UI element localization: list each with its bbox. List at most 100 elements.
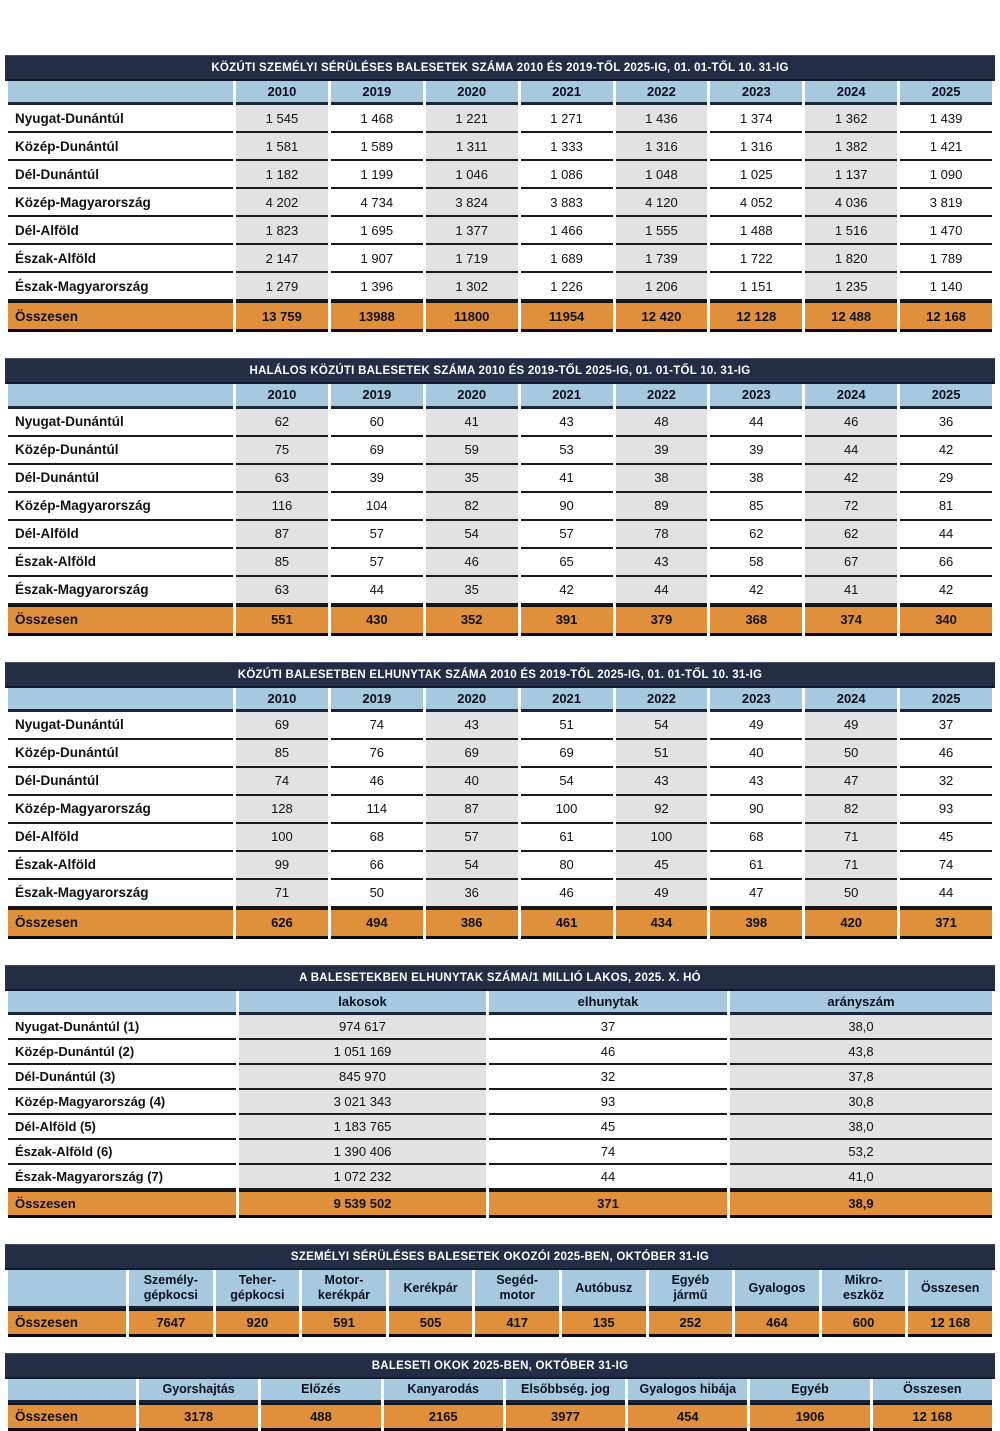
row-label: Közép-Magyarország (4)	[8, 1090, 236, 1116]
data-cell: 46	[330, 768, 423, 796]
table-injury-accidents: KÖZÚTI SZEMÉLYI SÉRÜLÉSES BALESETEK SZÁM…	[5, 55, 995, 333]
total-cell: 434	[615, 907, 708, 939]
data-cell: 1 470	[900, 217, 992, 246]
data-cell: 100	[520, 796, 613, 824]
data-cell: 78	[615, 520, 708, 549]
data-cell: 47	[805, 767, 898, 796]
column-header: Segéd- motor	[475, 1270, 559, 1309]
data-cell: 93	[900, 796, 992, 824]
column-header: Kanyarodás	[383, 1378, 503, 1403]
data-cell: 1 226	[520, 273, 613, 302]
column-header: 2025	[900, 81, 992, 106]
table-title: KÖZÚTI SZEMÉLYI SÉRÜLÉSES BALESETEK SZÁM…	[5, 55, 995, 81]
data-cell: 45	[489, 1115, 727, 1141]
data-cell: 32	[900, 768, 992, 796]
row-label: Dél-Dunántúl	[8, 161, 233, 190]
data-cell: 1 271	[520, 105, 613, 134]
data-cell: 104	[330, 493, 423, 521]
column-header: 2021	[520, 384, 613, 409]
data-cell: 1 820	[805, 245, 898, 274]
column-header: 2019	[330, 687, 423, 712]
data-cell: 40	[425, 767, 518, 796]
data-cell: 50	[805, 879, 898, 908]
data-cell: 3 021 343	[239, 1090, 486, 1116]
data-cell: 89	[615, 492, 708, 521]
column-header: 2020	[425, 81, 518, 106]
data-cell: 1 206	[615, 273, 708, 302]
row-label: Közép-Dunántúl	[8, 133, 233, 162]
data-cell: 57	[425, 823, 518, 852]
data-cell: 43,8	[730, 1040, 992, 1066]
data-cell: 1 719	[425, 245, 518, 274]
column-header: 2020	[425, 687, 518, 712]
row-label: Észak-Alföld	[8, 851, 233, 880]
data-cell: 74	[236, 767, 328, 796]
total-cell: 591	[302, 1308, 386, 1337]
data-cell: 53,2	[730, 1140, 992, 1166]
data-cell: 68	[330, 824, 423, 852]
data-cell: 1 555	[615, 217, 708, 246]
table-row: Észak-Magyarország 71 50 36 46 49 47 50 44	[8, 879, 992, 908]
data-cell: 62	[710, 521, 803, 549]
data-cell: 1 051 169	[239, 1040, 486, 1066]
total-cell: 12 128	[710, 301, 803, 333]
table-row: Közép-Magyarország 116 104 82 90 89 85 72 81	[8, 492, 992, 521]
data-cell: 3 883	[520, 189, 613, 218]
total-label: Összesen	[8, 1402, 136, 1431]
total-cell: 430	[330, 604, 423, 636]
total-cell: 12 420	[615, 301, 708, 333]
data-grid: 2010 2019 2020 2021 2022 2023 2024 2025 Nyugat-D…	[5, 384, 995, 636]
column-header: 2022	[615, 687, 708, 712]
column-header: 2019	[330, 384, 423, 409]
data-cell: 57	[330, 549, 423, 577]
data-cell: 65	[520, 549, 613, 577]
row-label: Dél-Dunántúl	[8, 767, 233, 796]
table-title: KÖZÚTI BALESETBEN ELHUNYTAK SZÁMA 2010 É…	[5, 661, 995, 688]
total-cell: 417	[475, 1308, 559, 1337]
data-cell: 1 907	[330, 245, 423, 274]
data-cell: 1 516	[805, 217, 898, 246]
column-header: Mikro- eszköz	[821, 1270, 906, 1309]
data-cell: 1 581	[236, 133, 328, 162]
data-cell: 49	[710, 712, 803, 740]
column-header: Előzés	[261, 1378, 381, 1403]
data-cell: 1 468	[330, 105, 423, 134]
column-header: Gyalogos hibája	[628, 1378, 748, 1403]
data-cell: 39	[710, 437, 803, 465]
total-cell: 12 168	[908, 1308, 992, 1337]
column-header: 2025	[900, 384, 992, 409]
total-cell: 626	[236, 907, 328, 939]
column-header: 2010	[236, 687, 328, 712]
column-header-blank	[8, 1378, 136, 1403]
data-cell: 1 439	[900, 105, 992, 134]
data-cell: 85	[236, 548, 328, 577]
data-cell: 1 695	[330, 217, 423, 246]
data-cell: 38,0	[730, 1115, 992, 1141]
data-cell: 76	[330, 740, 423, 768]
column-header: Összesen	[908, 1270, 992, 1309]
data-cell: 1 235	[805, 273, 898, 302]
total-cell: 3178	[139, 1402, 259, 1431]
row-label: Dél-Alföld (5)	[8, 1115, 236, 1141]
total-cell: 398	[710, 907, 803, 939]
table-row: Közép-Dunántúl (2) 1 051 169 46 43,8	[8, 1040, 992, 1066]
column-header: 2023	[710, 687, 803, 712]
data-cell: 44	[900, 880, 992, 908]
total-row: Összesen 551 430 352 391 379 368 374 340	[8, 604, 992, 636]
total-cell: 368	[710, 604, 803, 636]
data-cell: 1 183 765	[239, 1115, 486, 1141]
data-cell: 41,0	[730, 1165, 992, 1191]
total-cell: 9 539 502	[239, 1190, 486, 1219]
data-cell: 71	[236, 879, 328, 908]
data-cell: 46	[520, 880, 613, 908]
data-cell: 44	[615, 576, 708, 605]
data-cell: 1 302	[425, 273, 518, 302]
column-header: Teher- gépkocsi	[215, 1270, 300, 1309]
data-cell: 43	[710, 768, 803, 796]
table-title: A BALESETEKBEN ELHUNYTAK SZÁMA/1 MILLIÓ …	[5, 964, 995, 991]
data-cell: 100	[615, 823, 708, 852]
column-header: Egyéb	[750, 1378, 870, 1403]
data-cell: 75	[236, 436, 328, 465]
data-cell: 46	[805, 408, 898, 437]
data-cell: 81	[900, 493, 992, 521]
